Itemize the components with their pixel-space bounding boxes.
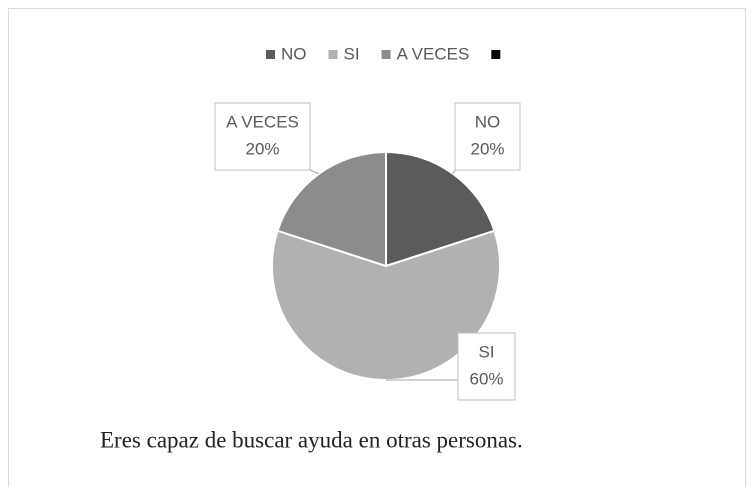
legend-label: A VECES — [397, 44, 470, 63]
leader-line — [452, 169, 456, 175]
caption: Eres capaz de buscar ayuda en otras pers… — [100, 427, 523, 452]
data-label-name: A VECES — [226, 112, 299, 131]
data-label-value: 20% — [245, 139, 279, 158]
data-label-value: 60% — [469, 369, 503, 388]
label-box — [214, 102, 311, 171]
legend-swatch — [328, 50, 338, 59]
legend-label: NO — [281, 44, 307, 63]
leader-line — [309, 169, 320, 175]
data-label-value: 20% — [470, 139, 504, 158]
label-box — [454, 102, 521, 171]
data-label-name: SI — [478, 342, 494, 361]
label-box — [457, 332, 516, 401]
pie-slice — [276, 150, 387, 268]
legend-swatch — [266, 50, 275, 59]
legend-swatch — [381, 50, 391, 59]
legend-label: SI — [344, 44, 360, 63]
data-label-name: NO — [475, 112, 501, 131]
chart-frame — [8, 8, 746, 487]
legend-swatch — [491, 50, 501, 59]
pie-slice — [385, 150, 496, 268]
